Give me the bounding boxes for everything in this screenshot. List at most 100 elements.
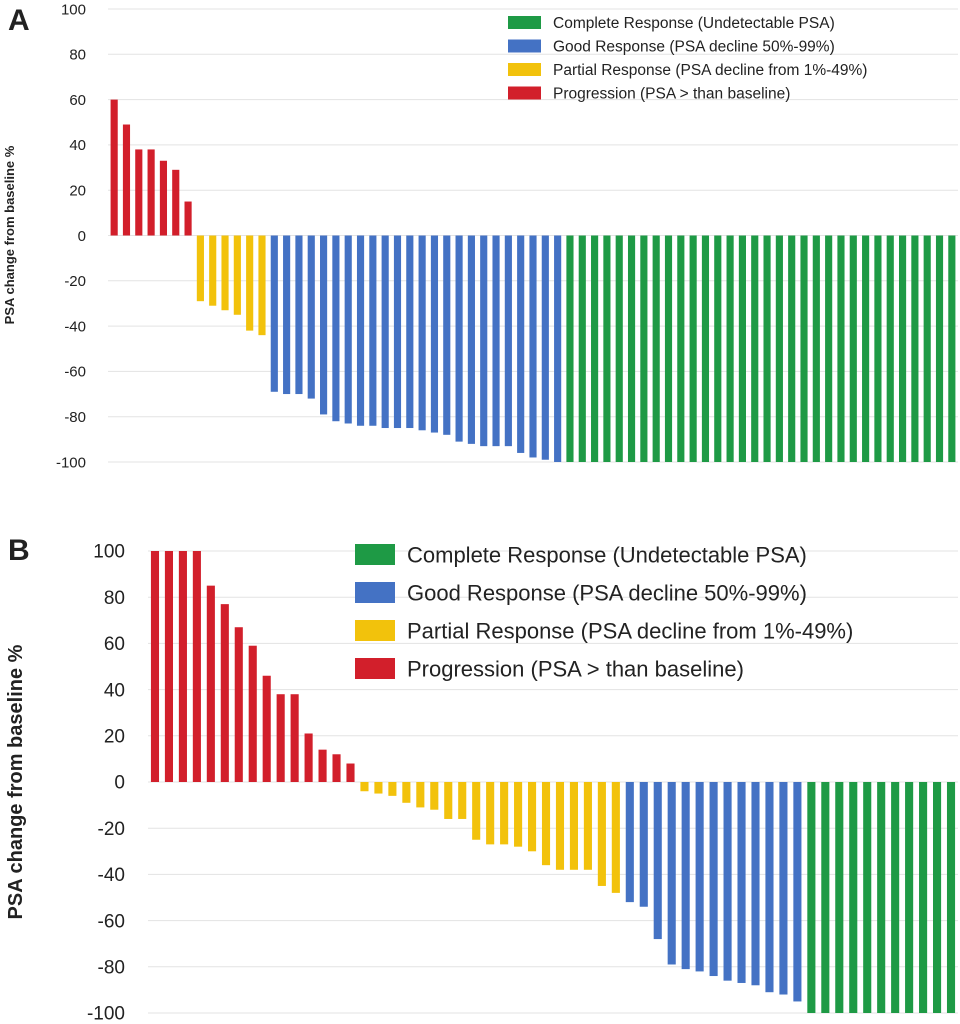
panel-a-bar-good [418, 235, 426, 431]
panel-b-bar-good [751, 782, 760, 986]
panel-b-chart: B 100 80 60 40 20 0 -20 -40 -60 -80 -100 PSA change… [5, 534, 958, 1024]
panel-b-bar-progression [318, 749, 327, 782]
panel-a-bar-complete [578, 235, 586, 462]
panel-b-bar-progression [178, 551, 187, 782]
panel-b-y-tick-label: 60 [104, 634, 125, 655]
panel-a-bar-good [443, 235, 451, 435]
panel-b-y-tick-label: -100 [87, 1004, 125, 1024]
panel-a-bar-complete [591, 235, 599, 462]
panel-a-bar-complete [874, 235, 882, 462]
panel-b-bar-good [765, 782, 774, 993]
panel-b-bar-progression [304, 733, 313, 782]
panel-a-bar-good [517, 235, 525, 453]
panel-a-bar-good [455, 235, 463, 442]
panel-a-bar-good [393, 235, 402, 429]
panel-a-bar-complete [788, 235, 796, 462]
panel-a-bar-complete [898, 235, 907, 462]
panel-a-bar-complete [664, 235, 673, 462]
panel-a-bar-progression [122, 124, 131, 236]
panel-b-bar-progression [234, 627, 243, 782]
panel-b-letter: B [8, 534, 30, 567]
panel-b-bar-progression [150, 551, 160, 782]
panel-b-bar-good [639, 782, 648, 907]
panel-a-bar-good [381, 235, 389, 429]
panel-a-legend-label-good: Good Response (PSA decline 50%-99%) [553, 39, 835, 56]
panel-b-bar-partial [374, 782, 383, 794]
panel-a-legend-swatch-partial [508, 63, 541, 76]
panel-a-bar-complete [751, 235, 759, 462]
panel-a-bar-good [406, 235, 414, 429]
panel-a-legend-swatch-complete [508, 16, 541, 29]
panel-b-bar-progression [220, 604, 229, 782]
panel-a-bar-good [332, 235, 340, 422]
panel-a-y-tick-label: -100 [56, 454, 86, 471]
panel-a-bar-complete [738, 235, 746, 462]
panel-b-y-tick-label: -40 [98, 865, 125, 886]
panel-a-bar-good [356, 235, 365, 426]
panel-a-bar-partial [233, 235, 241, 315]
panel-a-y-tick-label: 60 [69, 92, 86, 109]
panel-a-bar-complete [825, 235, 833, 462]
panel-a-bar-complete [701, 235, 710, 462]
panel-b-bar-partial [402, 782, 411, 803]
panel-a-bar-good [554, 235, 562, 462]
panel-a-bar-good [504, 235, 512, 447]
panel-b-bar-complete [919, 782, 928, 1013]
panel-a-y-axis-label: PSA change from baseline % [2, 145, 17, 324]
panel-b-y-tick-label: 100 [93, 542, 125, 563]
panel-b-y-tick-label: 40 [104, 680, 125, 701]
panel-a-bar-complete [923, 235, 931, 462]
panel-b-bar-partial [458, 782, 467, 819]
panel-b-bar-partial [444, 782, 453, 819]
panel-a-bar-good [430, 235, 439, 433]
panel-b-bar-progression [346, 763, 355, 782]
panel-a-y-tick-label: 20 [69, 182, 86, 199]
panel-a-bar-complete [886, 235, 894, 462]
panel-b-bar-complete [821, 782, 830, 1013]
panel-a-bar-good [320, 235, 328, 415]
panel-b-bar-partial [583, 782, 592, 870]
panel-b-bar-partial [569, 782, 578, 870]
panel-a-y-tick-label: -60 [64, 364, 86, 381]
panel-a-bar-complete [603, 235, 611, 462]
panel-b-legend-label-complete: Complete Response (Undetectable PSA) [407, 542, 807, 567]
panel-b-bar-partial [500, 782, 509, 845]
panel-a-legend-swatch-good [508, 39, 541, 53]
panel-b-bar-good [667, 782, 676, 965]
panel-b-legend-swatch-partial [355, 620, 395, 641]
panel-b-bar-good [793, 782, 802, 1002]
panel-a-y-tick-label: 80 [69, 47, 86, 64]
panel-a-bar-good [529, 235, 537, 458]
panel-a-bar-complete [911, 235, 919, 462]
panel-b-bar-good [681, 782, 690, 970]
panel-a-bar-partial [221, 235, 229, 311]
panel-a-bar-good [283, 235, 291, 395]
panel-b-legend-swatch-progression [355, 658, 395, 679]
panel-b-y-tick-label: 80 [104, 588, 125, 609]
panel-a-bar-partial [258, 235, 266, 336]
panel-a-bar-complete [627, 235, 636, 462]
panel-a-legend-swatch-progression [508, 86, 541, 100]
panel-a-bar-progression [110, 99, 118, 236]
panel-a-bar-complete [763, 235, 771, 462]
panel-b-bar-good [723, 782, 732, 981]
panel-b-legend-swatch-complete [355, 544, 395, 565]
panel-a-bar-complete [837, 235, 845, 462]
panel-a-bar-partial [196, 235, 204, 302]
panel-a-legend-label-complete: Complete Response (Undetectable PSA) [553, 15, 835, 32]
panel-a-bar-good [492, 235, 500, 447]
panel-b-bar-progression [290, 694, 299, 782]
panel-b-bar-progression [192, 551, 201, 782]
panel-b-bar-progression [262, 675, 271, 782]
panel-b-bar-complete [835, 782, 844, 1013]
panel-b-y-tick-label: 0 [114, 773, 125, 794]
panel-a-bar-progression [135, 149, 143, 236]
panel-a-bar-complete [615, 235, 623, 462]
panel-b-y-axis-label: PSA change from baseline % [5, 644, 27, 919]
panel-a-chart: A 100 80 60 40 20 0 -20 -40 -60 -80 -100 PSA change… [2, 1, 958, 471]
panel-a-bar-complete [566, 235, 574, 462]
panel-b-legend-label-partial: Partial Response (PSA decline from 1%-49… [407, 618, 853, 643]
panel-a-bar-good [344, 235, 352, 424]
panel-a-y-tick-label: -20 [64, 273, 86, 290]
